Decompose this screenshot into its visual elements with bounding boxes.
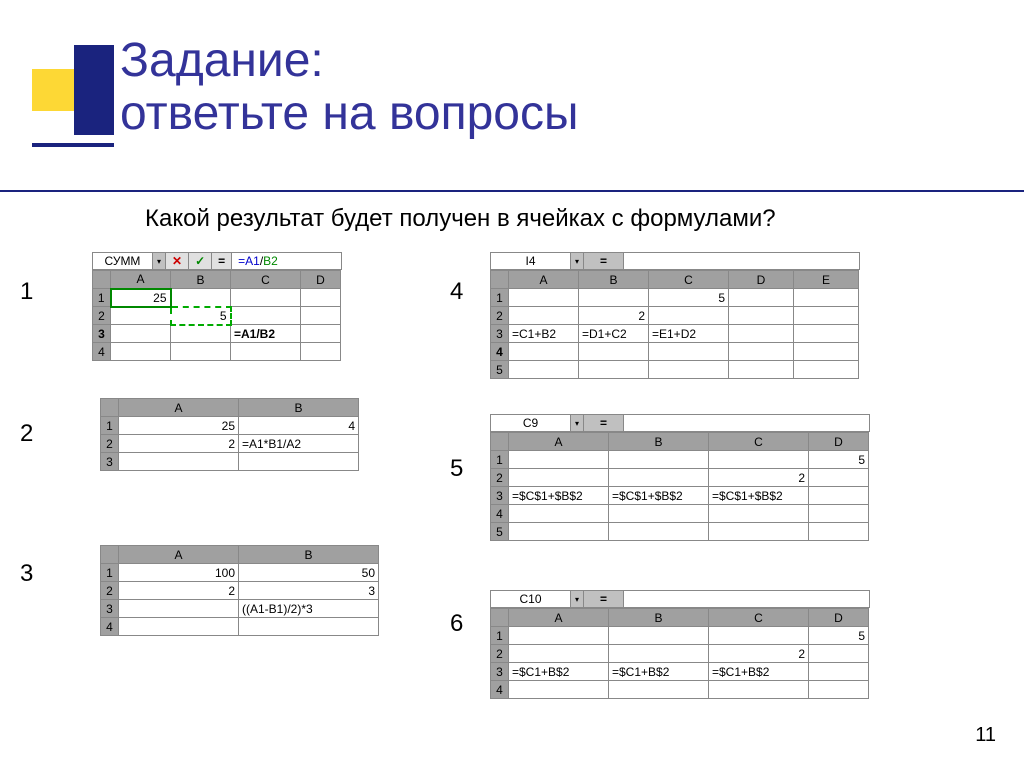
navy-rect (74, 45, 114, 135)
grid-3: AB 110050 223 3((A1-B1)/2)*3 4 (100, 545, 379, 636)
formula-input-4 (624, 253, 859, 269)
cell-5-c3: =$C$1+$B$2 (709, 487, 809, 505)
title-separator (0, 190, 1024, 192)
question-text: Какой результат будет получен в ячейках … (145, 205, 776, 233)
cell-5-b3: =$C$1+$B$2 (609, 487, 709, 505)
cell-c3: =A1/B2 (231, 325, 301, 343)
namebox-dropdown-icon: ▾ (571, 253, 584, 269)
name-box-6: C10 (491, 591, 571, 607)
cell-2-a2: 2 (119, 435, 239, 453)
name-box-5: C9 (491, 415, 571, 431)
cell-2-b1: 4 (239, 417, 359, 435)
sheet-2: AB 1254 22=A1*B1/A2 3 (100, 398, 359, 471)
grid-6: ABCD 15 22 3=$C1+B$2=$C1+B$2=$C1+B$2 4 (490, 608, 869, 699)
grid-1: ABCD 125 25 3=A1/B2 4 (92, 270, 341, 361)
sheet-3: AB 110050 223 3((A1-B1)/2)*3 4 (100, 545, 379, 636)
title-line-2: ответьте на вопросы (120, 87, 578, 140)
cell-6-a3: =$C1+B$2 (509, 663, 609, 681)
cell-6-b3: =$C1+B$2 (609, 663, 709, 681)
cancel-icon: ✕ (166, 253, 189, 269)
cell-3-b1: 50 (239, 564, 379, 582)
namebox-dropdown-icon: ▾ (571, 415, 584, 431)
decorative-blocks (32, 45, 112, 205)
cell-5-c2: 2 (709, 469, 809, 487)
cell-3-a1: 100 (119, 564, 239, 582)
label-1: 1 (20, 278, 33, 306)
formula-input-1: =A1/B2 (232, 253, 341, 269)
sheet-6: C10 ▾ = ABCD 15 22 3=$C1+B$2=$C1+B$2=$C1… (490, 590, 870, 699)
cell-5-d1: 5 (809, 451, 869, 469)
namebox-dropdown-icon: ▾ (153, 253, 166, 269)
cell-a1: 25 (111, 289, 171, 307)
cell-4-b2: 2 (579, 307, 649, 325)
formula-input-5 (624, 415, 869, 431)
cell-5-a3: =$C$1+$B$2 (509, 487, 609, 505)
formula-bar-6: C10 ▾ = (490, 590, 870, 608)
cell-2-b2: =A1*B1/A2 (239, 435, 359, 453)
yellow-square (32, 69, 74, 111)
equals-label: = (584, 415, 624, 431)
name-box-4: I4 (491, 253, 571, 269)
cell-b2: 5 (171, 307, 231, 325)
label-2: 2 (20, 420, 33, 448)
formula-input-6 (624, 591, 869, 607)
confirm-icon: ✓ (189, 253, 212, 269)
cell-4-c3: =E1+D2 (649, 325, 729, 343)
cell-6-c2: 2 (709, 645, 809, 663)
sheet-5: C9 ▾ = ABCD 15 22 3=$C$1+$B$2=$C$1+$B$2=… (490, 414, 870, 541)
label-6: 6 (450, 610, 463, 638)
namebox-dropdown-icon: ▾ (571, 591, 584, 607)
grid-5: ABCD 15 22 3=$C$1+$B$2=$C$1+$B$2=$C$1+$B… (490, 432, 869, 541)
navy-hline (32, 143, 114, 147)
grid-2: AB 1254 22=A1*B1/A2 3 (100, 398, 359, 471)
name-box-1: СУММ (93, 253, 153, 269)
sheet-1: СУММ ▾ ✕ ✓ = =A1/B2 ABCD 125 25 3=A1/B2 … (92, 252, 342, 361)
equals-icon: = (212, 253, 232, 269)
label-5: 5 (450, 455, 463, 483)
sheet-4: I4 ▾ = ABCDE 15 22 3=C1+B2=D1+C2=E1+D2 4… (490, 252, 860, 379)
formula-bar-5: C9 ▾ = (490, 414, 870, 432)
cell-3-a2: 2 (119, 582, 239, 600)
cell-3-b2: 3 (239, 582, 379, 600)
cell-6-c3: =$C1+B$2 (709, 663, 809, 681)
cell-4-c1: 5 (649, 289, 729, 307)
grid-4: ABCDE 15 22 3=C1+B2=D1+C2=E1+D2 4 5 (490, 270, 859, 379)
formula-bar-4: I4 ▾ = (490, 252, 860, 270)
label-3: 3 (20, 560, 33, 588)
label-4: 4 (450, 278, 463, 306)
title-line-1: Задание: (120, 34, 324, 87)
cell-2-a1: 25 (119, 417, 239, 435)
equals-label: = (584, 591, 624, 607)
formula-bar-1: СУММ ▾ ✕ ✓ = =A1/B2 (92, 252, 342, 270)
equals-label: = (584, 253, 624, 269)
cell-4-b3: =D1+C2 (579, 325, 649, 343)
slide-title: Задание: ответьте на вопросы (120, 35, 578, 141)
cell-3-b3: ((A1-B1)/2)*3 (239, 600, 379, 618)
page-number: 11 (975, 724, 996, 747)
cell-4-a3: =C1+B2 (509, 325, 579, 343)
cell-6-d1: 5 (809, 627, 869, 645)
